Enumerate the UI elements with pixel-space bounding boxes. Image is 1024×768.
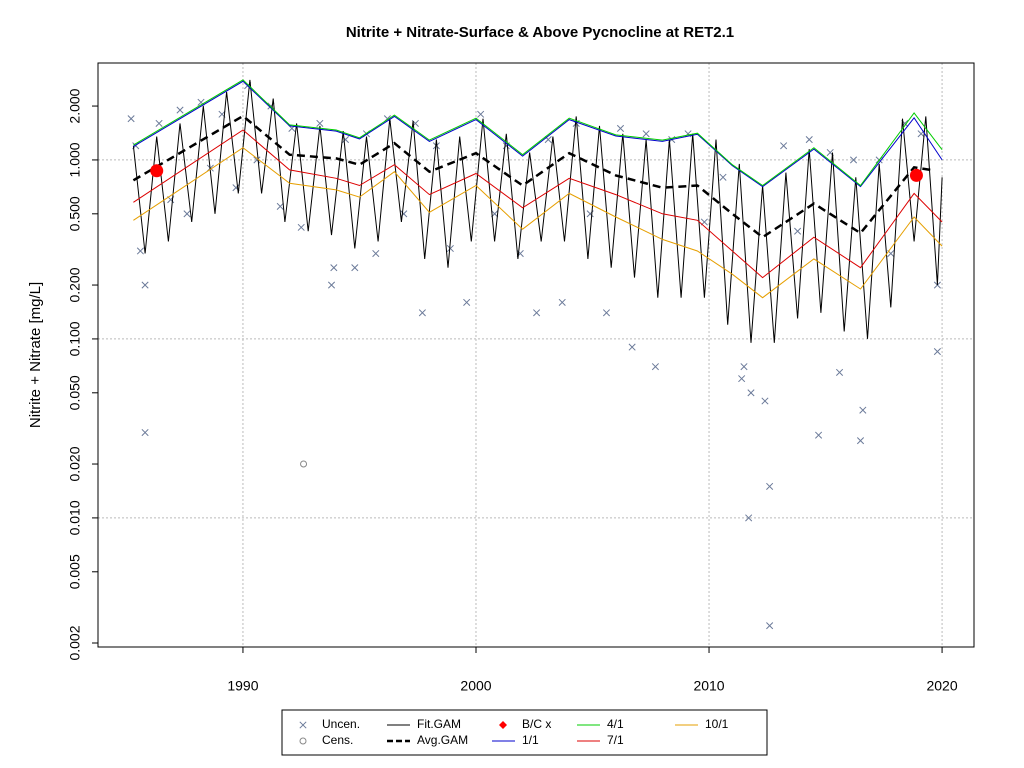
legend-label: Uncen. bbox=[322, 717, 360, 731]
data-point bbox=[446, 244, 454, 253]
data-point bbox=[766, 622, 774, 630]
data-point bbox=[628, 343, 636, 351]
data-line bbox=[133, 129, 943, 279]
data-point bbox=[745, 514, 753, 522]
data-point bbox=[780, 142, 788, 150]
data-point bbox=[761, 397, 769, 405]
data-point bbox=[794, 227, 802, 235]
y-tick-label: 0.100 bbox=[67, 321, 83, 356]
data-point bbox=[253, 156, 261, 164]
data-point bbox=[316, 119, 324, 127]
data-point bbox=[432, 142, 440, 150]
legend-swatch bbox=[299, 721, 307, 729]
data-point bbox=[372, 249, 380, 258]
data-point bbox=[642, 130, 650, 138]
data-point bbox=[805, 135, 813, 144]
data-point bbox=[719, 173, 727, 181]
data-point bbox=[150, 164, 164, 178]
data-point bbox=[533, 309, 541, 317]
data-point bbox=[141, 428, 149, 437]
y-tick-label: 0.005 bbox=[67, 554, 83, 589]
y-tick-label: 2.000 bbox=[67, 88, 83, 123]
legend-label: B/C x bbox=[522, 717, 551, 731]
y-tick-label: 0.050 bbox=[67, 375, 83, 410]
data-point bbox=[197, 98, 205, 106]
legend-box bbox=[281, 709, 768, 756]
data-point bbox=[859, 406, 867, 414]
data-point bbox=[477, 110, 485, 118]
x-tick-label: 2000 bbox=[460, 678, 491, 694]
data-line bbox=[133, 147, 943, 299]
legend-swatch bbox=[499, 721, 507, 729]
data-point bbox=[558, 298, 566, 306]
y-tick-label: 0.010 bbox=[67, 500, 83, 535]
y-tick-label: 0.500 bbox=[67, 196, 83, 231]
data-point bbox=[297, 223, 305, 231]
legend-label: Cens. bbox=[322, 733, 353, 747]
data-point bbox=[300, 460, 308, 468]
data-point bbox=[856, 437, 865, 445]
data-point bbox=[155, 119, 163, 127]
data-line bbox=[132, 114, 931, 239]
data-point bbox=[183, 210, 191, 218]
data-line bbox=[133, 79, 943, 187]
data-point bbox=[616, 124, 625, 132]
data-point bbox=[766, 482, 774, 490]
data-point bbox=[276, 202, 284, 210]
legend-label: 4/1 bbox=[607, 717, 624, 731]
data-point bbox=[815, 431, 823, 439]
legend-label: 10/1 bbox=[705, 717, 729, 731]
legend-label: 7/1 bbox=[607, 733, 624, 747]
data-point bbox=[849, 156, 858, 164]
legend-label: 1/1 bbox=[522, 733, 539, 747]
data-point bbox=[602, 309, 611, 317]
y-tick-label: 0.200 bbox=[67, 267, 83, 302]
chart-title: Nitrite + Nitrate-Surface & Above Pycnoc… bbox=[346, 24, 734, 41]
data-point bbox=[740, 363, 748, 371]
data-line bbox=[133, 80, 943, 188]
data-point bbox=[141, 281, 149, 289]
data-point bbox=[463, 298, 471, 306]
y-tick-label: 1.000 bbox=[67, 142, 83, 177]
data-point bbox=[933, 281, 941, 289]
data-point bbox=[418, 309, 426, 317]
legend-label: Fit.GAM bbox=[417, 717, 461, 731]
y-tick-label: 0.002 bbox=[67, 625, 83, 660]
x-tick-label: 2010 bbox=[693, 678, 724, 694]
data-point bbox=[127, 115, 135, 123]
data-point bbox=[651, 363, 659, 371]
data-point bbox=[909, 168, 923, 182]
data-point bbox=[330, 264, 338, 272]
legend-label: Avg.GAM bbox=[417, 733, 468, 747]
y-axis-label: Nitrite + Nitrate [mg/L] bbox=[27, 282, 44, 428]
data-point bbox=[738, 375, 746, 383]
data-point bbox=[136, 247, 144, 255]
data-point bbox=[327, 281, 336, 289]
y-tick-label: 0.020 bbox=[67, 446, 83, 481]
x-tick-label: 1990 bbox=[227, 678, 258, 694]
x-tick-label: 2020 bbox=[926, 678, 957, 694]
data-point bbox=[351, 264, 359, 272]
data-point bbox=[747, 389, 755, 397]
plot-frame bbox=[97, 62, 975, 648]
data-point bbox=[835, 368, 844, 376]
data-point bbox=[933, 348, 941, 356]
legend-swatch bbox=[299, 737, 307, 745]
data-point bbox=[176, 106, 184, 114]
